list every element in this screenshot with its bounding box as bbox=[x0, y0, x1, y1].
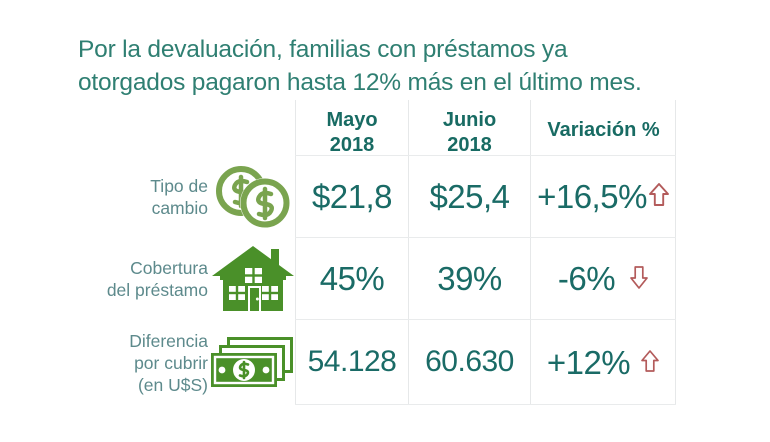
banknotes-icon bbox=[205, 333, 300, 396]
row-label-cobertura-del-prestamo: Cobertura del préstamo bbox=[60, 257, 208, 301]
row-label-line: (en U$S) bbox=[137, 375, 208, 395]
arrow-up-icon bbox=[640, 320, 660, 404]
table-row: Diferencia por cubrir (en U$S) bbox=[0, 320, 770, 404]
column-header-mayo: Mayo 2018 bbox=[296, 108, 408, 158]
cell-mayo: 54.128 bbox=[307, 345, 397, 378]
column-header-junio-label: Junio bbox=[442, 109, 497, 131]
arrow-up-icon bbox=[648, 156, 670, 237]
column-header-variacion: Variación % bbox=[531, 118, 676, 143]
variation-value: -6% bbox=[557, 260, 616, 297]
cell-mayo: 45% bbox=[319, 260, 385, 297]
table-column-divider-2 bbox=[530, 100, 531, 405]
row-label-line: Tipo de bbox=[150, 176, 208, 196]
page-title: Por la devaluación, familias con préstam… bbox=[78, 33, 718, 99]
coins-icon bbox=[205, 163, 300, 234]
cell-mayo: $21,8 bbox=[311, 178, 393, 215]
row-label-line: por cubrir bbox=[134, 353, 208, 373]
cell-variacion: -6% bbox=[531, 238, 676, 319]
variation-value: +16,5% bbox=[537, 178, 647, 215]
arrow-down-icon bbox=[629, 238, 649, 319]
row-label-line: Cobertura bbox=[130, 258, 208, 278]
variation-value: +12% bbox=[546, 343, 631, 381]
row-label-tipo-de-cambio: Tipo de cambio bbox=[60, 175, 208, 219]
row-label-line: cambio bbox=[151, 198, 208, 218]
column-header-junio-year: 2018 bbox=[447, 134, 492, 156]
table-header-divider bbox=[295, 155, 676, 156]
cell-junio: 60.630 bbox=[425, 345, 514, 378]
column-header-mayo-year: 2018 bbox=[329, 134, 375, 156]
page-title-line-2: otorgados pagaron hasta 12% más en el úl… bbox=[78, 69, 642, 96]
row-label-line: Diferencia bbox=[129, 331, 208, 351]
table-row-divider-1 bbox=[295, 237, 676, 238]
table-grid-border bbox=[295, 100, 676, 405]
cell-junio: 39% bbox=[437, 260, 502, 297]
cell-variacion: +12% bbox=[531, 320, 676, 404]
page-title-line-1: Por la devaluación, familias con préstam… bbox=[78, 36, 568, 63]
cell-junio: $25,4 bbox=[429, 178, 510, 215]
column-header-variacion-label: Variación % bbox=[547, 119, 660, 141]
cell-variacion: +16,5% bbox=[531, 156, 676, 237]
table-column-divider-1 bbox=[408, 100, 409, 405]
row-label-diferencia-por-cubrir: Diferencia por cubrir (en U$S) bbox=[60, 330, 208, 396]
comparison-table: Mayo 2018 Junio 2018 Variación % Tipo de… bbox=[0, 100, 770, 420]
table-row-divider-2 bbox=[295, 319, 676, 320]
row-label-line: del préstamo bbox=[106, 280, 208, 300]
column-header-junio: Junio 2018 bbox=[409, 108, 530, 158]
column-header-mayo-label: Mayo bbox=[326, 109, 378, 131]
table-bottom-border bbox=[295, 404, 676, 405]
table-row: Tipo de cambio $21,8 $25,4 bbox=[0, 156, 770, 237]
table-row: Cobertura del préstamo bbox=[0, 238, 770, 319]
house-icon bbox=[205, 240, 300, 321]
